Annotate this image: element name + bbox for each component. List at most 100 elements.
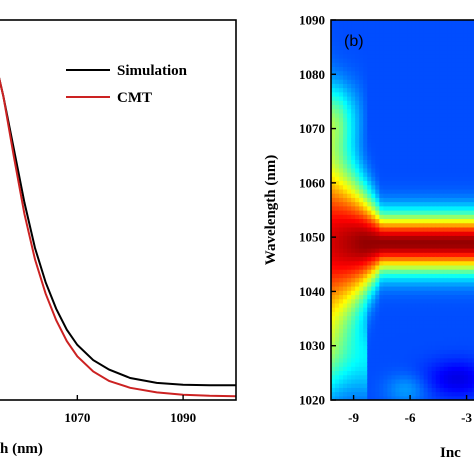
heatmap-cell — [431, 117, 437, 122]
heatmap-cell — [419, 108, 425, 114]
x-axis-label: Inc — [440, 445, 461, 461]
heatmap-cell — [343, 281, 348, 287]
heatmap-cell — [439, 91, 445, 97]
heatmap-cell — [443, 91, 449, 97]
heatmap-cell — [331, 281, 336, 287]
heatmap-cell — [467, 201, 473, 207]
heatmap-cell — [339, 150, 344, 156]
heatmap-cell — [431, 70, 437, 76]
heatmap-cell — [399, 45, 405, 51]
heatmap-cell — [467, 353, 473, 359]
heatmap-cell — [447, 298, 453, 304]
heatmap-cell — [395, 328, 401, 334]
heatmap-cell — [343, 125, 348, 131]
heatmap-cell — [379, 345, 384, 350]
heatmap-cell — [403, 235, 409, 241]
heatmap-cell — [359, 91, 364, 97]
heatmap-cell — [387, 138, 393, 144]
heatmap-cell — [395, 142, 401, 148]
heatmap-cell — [439, 146, 445, 152]
heatmap-cell — [371, 45, 376, 51]
heatmap-cell — [443, 349, 449, 355]
heatmap-cell — [447, 159, 453, 165]
heatmap-cell — [407, 226, 413, 232]
heatmap-cell — [439, 117, 445, 122]
heatmap-cell — [335, 391, 340, 397]
heatmap-cell — [395, 79, 401, 84]
heatmap-cell — [451, 45, 457, 51]
heatmap-cell — [455, 32, 461, 38]
heatmap-cell — [411, 125, 417, 131]
heatmap-cell — [399, 366, 405, 372]
heatmap-cell — [459, 294, 465, 300]
heatmap-cell — [359, 277, 364, 283]
heatmap-cell — [459, 112, 465, 118]
heatmap-cell — [451, 117, 457, 122]
heatmap-cell — [407, 24, 413, 30]
heatmap-cell — [451, 336, 457, 342]
heatmap-cell — [371, 91, 376, 97]
heatmap-cell — [367, 281, 372, 287]
heatmap-cell — [403, 286, 409, 291]
heatmap-cell — [427, 142, 433, 148]
heatmap-cell — [455, 125, 461, 131]
heatmap-cell — [463, 362, 469, 367]
heatmap-cell — [459, 210, 465, 215]
heatmap-cell — [371, 83, 376, 89]
heatmap-cell — [339, 53, 344, 59]
heatmap-cell — [427, 129, 433, 135]
heatmap-cell — [455, 100, 461, 106]
heatmap-cell — [403, 32, 409, 38]
heatmap-cell — [375, 226, 380, 232]
heatmap-cell — [411, 193, 417, 198]
heatmap-cell — [411, 45, 417, 51]
heatmap-cell — [407, 66, 413, 72]
heatmap-cell — [371, 252, 376, 258]
heatmap-cell — [403, 374, 409, 380]
heatmap-cell — [379, 256, 384, 262]
heatmap-cell — [375, 332, 380, 338]
heatmap-cell — [455, 353, 461, 359]
heatmap-cell — [395, 146, 401, 152]
heatmap-cell — [435, 159, 441, 165]
heatmap-cell — [375, 117, 380, 122]
heatmap-cell — [443, 188, 449, 194]
heatmap-cell — [351, 269, 356, 274]
heatmap-cell — [347, 176, 352, 182]
x-ticks: -9 -6 -3 — [348, 395, 472, 425]
heatmap-cell — [463, 112, 469, 118]
heatmap-cell — [463, 235, 469, 241]
heatmap-cell — [455, 298, 461, 304]
heatmap-cell — [415, 188, 421, 194]
heatmap-cell — [379, 387, 384, 393]
heatmap-cell — [455, 302, 461, 308]
heatmap-cell — [467, 121, 473, 127]
heatmap-cell — [367, 180, 372, 186]
heatmap-cell — [395, 96, 401, 101]
heatmap-cell — [447, 70, 453, 76]
heatmap-cell — [391, 340, 397, 346]
heatmap-cell — [455, 197, 461, 203]
heatmap-cell — [451, 256, 457, 262]
heatmap-cell — [463, 231, 469, 236]
heatmap-cell — [351, 366, 356, 372]
heatmap-cell — [411, 353, 417, 359]
heatmap-cell — [387, 172, 393, 177]
heatmap-cell — [439, 357, 445, 363]
heatmap-cell — [375, 163, 380, 169]
heatmap-cell — [411, 231, 417, 236]
heatmap-cell — [415, 172, 421, 177]
heatmap-cell — [459, 53, 465, 59]
heatmap-cell — [439, 328, 445, 334]
heatmap-cell — [391, 374, 397, 380]
heatmap-cell — [383, 112, 388, 118]
heatmap-cell — [451, 214, 457, 220]
heatmap-cell — [467, 146, 473, 152]
heatmap-cell — [451, 138, 457, 144]
y-tick-label: 1090 — [299, 13, 325, 28]
heatmap-cell — [359, 58, 364, 63]
heatmap-cell — [415, 298, 421, 304]
heatmap-cell — [379, 290, 384, 296]
heatmap-cell — [431, 340, 437, 346]
heatmap-cell — [423, 104, 429, 110]
